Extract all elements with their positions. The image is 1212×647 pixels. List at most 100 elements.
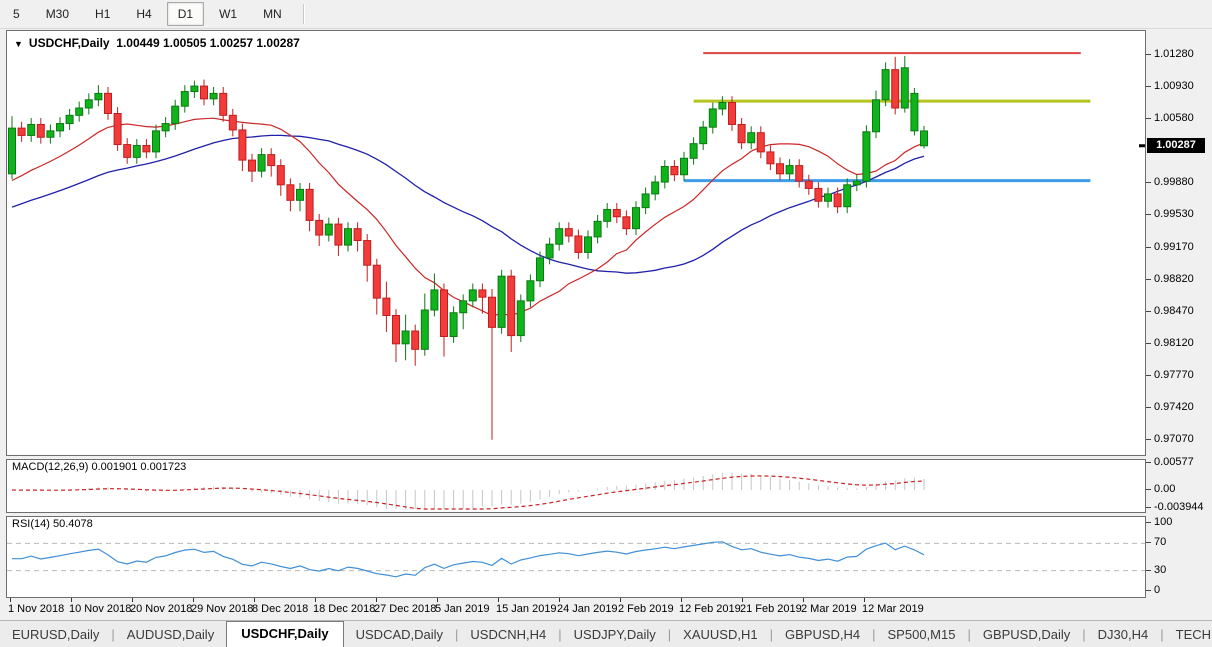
- date-tick: [803, 598, 804, 602]
- price-label-0.98470: 0.98470: [1154, 304, 1194, 317]
- chart-tab-gbpusd-daily[interactable]: GBPUSD,Daily: [982, 627, 1071, 642]
- tab-separator: |: [872, 627, 876, 642]
- ma-slow-line: [11, 134, 925, 274]
- date-label: 24 Jan 2019: [557, 603, 618, 615]
- macd-scale--0.003944-tick: [1146, 507, 1151, 508]
- chart-dropdown-icon[interactable]: ▼: [14, 39, 23, 49]
- date-tick: [681, 598, 682, 602]
- candles: [8, 55, 928, 440]
- tab-separator: |: [558, 627, 562, 642]
- current-price-notch: [1139, 144, 1145, 148]
- macd-indicator-panel[interactable]: [6, 459, 1146, 513]
- tab-separator: |: [455, 627, 459, 642]
- macd-scale-0.00577: 0.00577: [1154, 456, 1194, 468]
- price-label-0.99170-tick: [1146, 246, 1151, 248]
- date-tick: [315, 598, 316, 602]
- tab-separator: |: [1082, 627, 1086, 642]
- price-label-0.97420: 0.97420: [1154, 400, 1194, 413]
- rsi-scale-70-tick: [1146, 542, 1151, 544]
- date-tick: [437, 598, 438, 602]
- timeframe-toolbar: 5 M30 H1 H4 D1 W1 MN: [0, 0, 1212, 29]
- rsi-scale-30: 30: [1154, 563, 1167, 576]
- chart-tab-dj30-h4[interactable]: DJ30,H4: [1097, 627, 1149, 642]
- rsi-scale-100: 100: [1154, 516, 1173, 528]
- date-label: 20 Nov 2018: [130, 603, 193, 615]
- main-chart-panel[interactable]: [6, 30, 1146, 456]
- rsi-scale-0: 0: [1154, 584, 1161, 596]
- date-tick: [742, 598, 743, 602]
- chart-tab-xauusd-h1[interactable]: XAUUSD,H1: [683, 627, 758, 642]
- price-label-0.97770-tick: [1146, 374, 1151, 376]
- price-label-0.98120: 0.98120: [1154, 336, 1194, 349]
- price-scale[interactable]: 1.00287 1.01280 1.00930 1.00580 0.99880 0.99…: [1146, 30, 1212, 618]
- chart-tab-bar: EURUSD,Daily | AUDUSD,Daily USDCHF,Daily USD…: [0, 620, 1212, 647]
- macd-scale-0.00-tick: [1146, 489, 1151, 490]
- date-label: 2 Feb 2019: [618, 603, 674, 615]
- timeframe-button-h1[interactable]: H1: [95, 7, 111, 21]
- price-label-0.99880: 0.99880: [1154, 175, 1194, 188]
- date-tick: [132, 598, 133, 602]
- macd-label: MACD(12,26,9) 0.001901 0.001723: [12, 461, 187, 473]
- date-tick: [559, 598, 560, 602]
- chart-tab-sp500-m15[interactable]: SP500,M15: [887, 627, 956, 642]
- price-label-1.01280-tick: [1146, 54, 1151, 55]
- rsi-canvas[interactable]: [7, 517, 1145, 597]
- chart-tab-usdjpy-daily[interactable]: USDJPY,Daily: [573, 627, 656, 642]
- chart-tab-usdchf-daily[interactable]: USDCHF,Daily: [226, 621, 344, 647]
- timeframe-button-5[interactable]: 5: [13, 7, 20, 21]
- date-tick: [376, 598, 377, 602]
- chart-tab-eurusd-daily[interactable]: EURUSD,Daily: [12, 627, 100, 642]
- price-label-1.00930-tick: [1146, 85, 1151, 87]
- macd-scale-0.00: 0.00: [1154, 483, 1176, 495]
- price-label-0.99530-tick: [1146, 213, 1151, 215]
- macd-scale-0.00577-tick: [1146, 462, 1151, 463]
- price-label-0.97420-tick: [1146, 406, 1151, 408]
- price-label-0.97070-tick: [1146, 438, 1151, 440]
- price-label-0.98820-tick: [1146, 278, 1151, 280]
- date-label: 27 Dec 2018: [374, 603, 437, 615]
- rsi-line: [12, 541, 925, 578]
- price-label-0.97770: 0.97770: [1154, 368, 1194, 381]
- date-label: 8 Dec 2018: [252, 603, 309, 615]
- timeframe-button-m30[interactable]: M30: [45, 7, 70, 21]
- chart-tab-tech100-h1[interactable]: TECH100,H1: [1175, 627, 1212, 642]
- date-label: 10 Nov 2018: [69, 603, 132, 615]
- date-tick: [254, 598, 255, 602]
- price-label-0.99880-tick: [1146, 181, 1151, 183]
- date-axis[interactable]: 1 Nov 2018 10 Nov 2018 20 Nov 2018 29 Nov 2…: [6, 598, 1146, 619]
- chart-ohlc-values: 1.00449 1.00505 1.00257 1.00287: [116, 36, 300, 50]
- rsi-label: RSI(14) 50.4078: [12, 518, 93, 530]
- chart-tab-usdcnh-h4[interactable]: USDCNH,H4: [470, 627, 547, 642]
- timeframe-button-h4[interactable]: H4: [136, 7, 152, 21]
- price-label-0.99170: 0.99170: [1154, 240, 1194, 253]
- chart-tab-gbpusd-h4[interactable]: GBPUSD,H4: [784, 627, 861, 642]
- price-label-0.97070: 0.97070: [1154, 432, 1194, 445]
- chart-symbol-label: USDCHF,Daily: [28, 36, 110, 50]
- macd-canvas[interactable]: [7, 460, 1145, 512]
- main-chart-canvas[interactable]: [7, 31, 1145, 455]
- date-tick: [193, 598, 194, 602]
- chart-tab-audusd-daily[interactable]: AUDUSD,Daily: [126, 627, 215, 642]
- current-price-box: 1.00287: [1147, 137, 1205, 153]
- date-tick: [864, 598, 865, 602]
- date-label: 2 Mar 2019: [801, 603, 857, 615]
- tab-separator: |: [1160, 627, 1164, 642]
- price-label-1.00580-tick: [1146, 117, 1151, 119]
- price-label-1.00580: 1.00580: [1154, 111, 1194, 124]
- macd-scale--0.003944: -0.003944: [1154, 501, 1204, 513]
- date-tick: [620, 598, 621, 602]
- price-label-0.98120-tick: [1146, 342, 1151, 344]
- date-label: 12 Mar 2019: [862, 603, 924, 615]
- toolbar-separator: [302, 4, 305, 24]
- date-label: 18 Dec 2018: [313, 603, 376, 615]
- rsi-scale-70: 70: [1154, 536, 1167, 549]
- price-label-0.99530: 0.99530: [1154, 207, 1194, 220]
- timeframe-button-d1[interactable]: D1: [166, 2, 205, 26]
- chart-tab-usdcad-daily[interactable]: USDCAD,Daily: [355, 627, 444, 642]
- rsi-indicator-panel[interactable]: [6, 516, 1146, 598]
- date-label: 5 Jan 2019: [435, 603, 490, 615]
- timeframe-button-w1[interactable]: W1: [219, 7, 238, 21]
- rsi-scale-100-tick: [1146, 522, 1151, 523]
- price-label-0.98820: 0.98820: [1154, 272, 1194, 285]
- timeframe-button-mn[interactable]: MN: [263, 7, 282, 21]
